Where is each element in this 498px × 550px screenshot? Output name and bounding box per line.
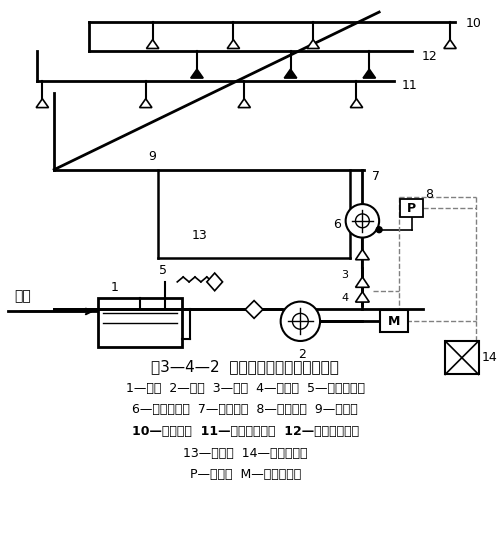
- Polygon shape: [356, 249, 370, 260]
- Polygon shape: [356, 292, 370, 302]
- Bar: [400, 199, 423, 217]
- Polygon shape: [227, 40, 240, 48]
- Text: P—压力表  M—驱动电动机: P—压力表 M—驱动电动机: [190, 469, 301, 481]
- Text: 2: 2: [298, 348, 306, 361]
- Text: P: P: [407, 201, 416, 214]
- Polygon shape: [139, 98, 152, 108]
- Polygon shape: [444, 40, 456, 48]
- Text: 6: 6: [333, 218, 341, 232]
- Text: 6—雨淋报警阀  7—配水干管  8—压力开关  9—配水管: 6—雨淋报警阀 7—配水干管 8—压力开关 9—配水管: [132, 403, 358, 416]
- Text: 1—水池  2—水泵  3—闸阀  4—止回阀  5—水泵接合器: 1—水池 2—水泵 3—闸阀 4—止回阀 5—水泵接合器: [125, 382, 365, 395]
- Text: 10: 10: [466, 18, 482, 30]
- Circle shape: [281, 301, 320, 341]
- Text: 7: 7: [372, 170, 380, 183]
- Text: 5: 5: [159, 263, 167, 277]
- Text: 13—传动管  14—报警控制器: 13—传动管 14—报警控制器: [183, 447, 307, 460]
- Text: 3: 3: [342, 270, 349, 280]
- Polygon shape: [356, 277, 370, 287]
- Polygon shape: [238, 98, 250, 108]
- Polygon shape: [363, 69, 375, 78]
- Text: 11: 11: [402, 79, 417, 92]
- Polygon shape: [245, 301, 263, 318]
- Text: 8: 8: [425, 188, 433, 201]
- Circle shape: [346, 204, 379, 238]
- Bar: [380, 310, 408, 332]
- Text: 10—配水支管  11—开式洒水喷头  12—闭式洒水喷头: 10—配水支管 11—开式洒水喷头 12—闭式洒水喷头: [131, 425, 359, 438]
- Text: 14: 14: [482, 351, 498, 364]
- Text: 1: 1: [110, 281, 118, 294]
- Polygon shape: [207, 273, 223, 291]
- Text: 水源: 水源: [14, 290, 30, 304]
- Bar: [445, 341, 479, 375]
- Polygon shape: [307, 40, 319, 48]
- Bar: [99, 298, 182, 347]
- Text: 4: 4: [342, 293, 349, 303]
- Text: 图3—4—2  传动管启动水喷雾灭火系统: 图3—4—2 传动管启动水喷雾灭火系统: [151, 359, 339, 374]
- Circle shape: [376, 227, 382, 233]
- Polygon shape: [284, 69, 297, 78]
- Polygon shape: [191, 69, 203, 78]
- Polygon shape: [350, 98, 363, 108]
- Text: M: M: [388, 315, 400, 328]
- Text: 13: 13: [192, 229, 208, 242]
- Text: 9: 9: [149, 150, 156, 163]
- Polygon shape: [36, 98, 48, 108]
- Text: 12: 12: [421, 50, 437, 63]
- Polygon shape: [146, 40, 159, 48]
